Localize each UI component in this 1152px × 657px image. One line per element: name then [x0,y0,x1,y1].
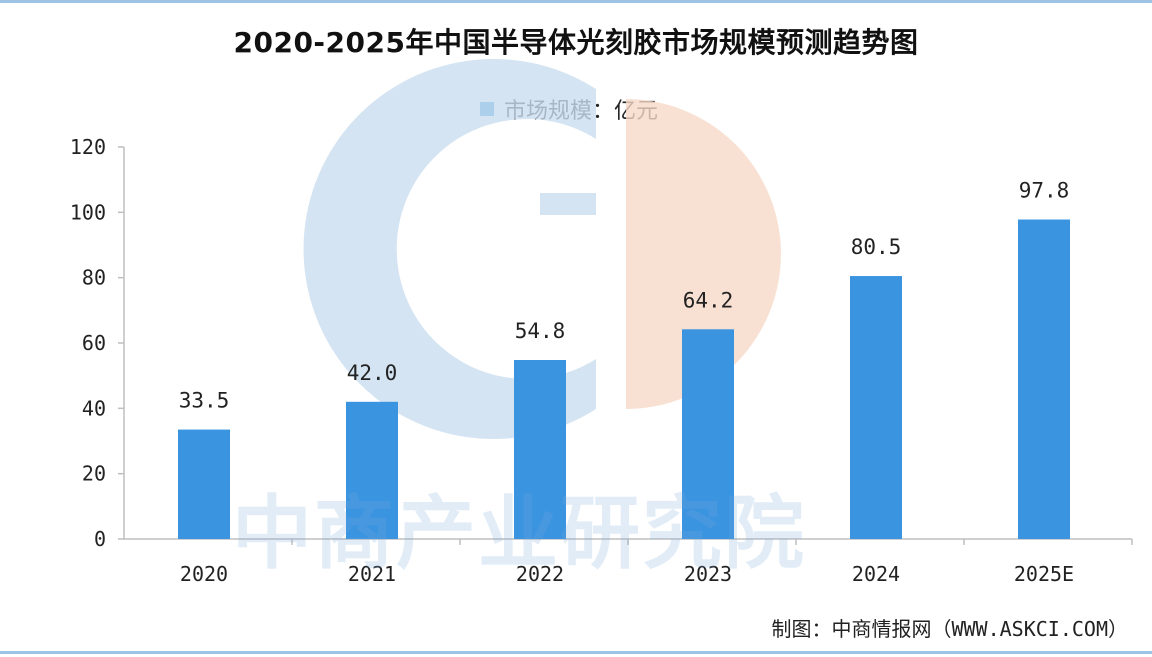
bar-2020 [178,429,230,539]
x-tick-label: 2022 [516,562,564,586]
bar-2023 [682,329,734,539]
watermark-logo-orange-arc [626,99,781,409]
y-tick-label: 80 [82,266,106,290]
y-tick-label: 20 [82,462,106,486]
x-tick-label: 2023 [684,562,732,586]
data-label-2022: 54.8 [515,319,566,343]
bar-2021 [346,401,398,539]
y-tick-label: 120 [70,135,106,159]
bar-chart: 0 20 40 60 80 100 120 2020 2021 2022 2023 2024 2025E… [70,59,1133,586]
y-tick-label: 60 [82,331,106,355]
source-note: 制图：中商情报网（WWW.ASKCI.COM） [771,617,1128,641]
x-tick-label: 2020 [180,562,228,586]
bar-2024 [850,276,902,539]
data-label-2021: 42.0 [347,361,398,385]
watermark-text: 中商产业研究院 [232,487,806,580]
bar-2022 [514,359,566,539]
y-tick-label: 0 [94,527,106,551]
watermark-logo-blue-bar [540,193,596,215]
watermark-logo [303,59,781,439]
data-label-2024: 80.5 [851,235,902,259]
axes: 0 20 40 60 80 100 120 2020 2021 2022 2023 2024 2025E [70,135,1133,586]
data-label-2020: 33.5 [179,389,230,413]
y-tick-label: 100 [70,200,106,224]
y-tick-label: 40 [82,396,106,420]
x-tick-label: 2025E [1014,562,1074,586]
bar-2025E [1018,219,1070,539]
data-label-2025E: 97.8 [1019,179,1070,203]
x-tick-label: 2024 [852,562,900,586]
bars [178,219,1070,539]
chart-title: 2020-2025年中国半导体光刻胶市场规模预测趋势图 [233,26,919,59]
watermark-logo-blue-arc [303,59,596,439]
data-label-2023: 64.2 [683,288,734,312]
x-tick-label: 2021 [348,562,396,586]
data-labels: 33.5 42.0 54.8 64.2 80.5 97.8 [179,179,1070,413]
